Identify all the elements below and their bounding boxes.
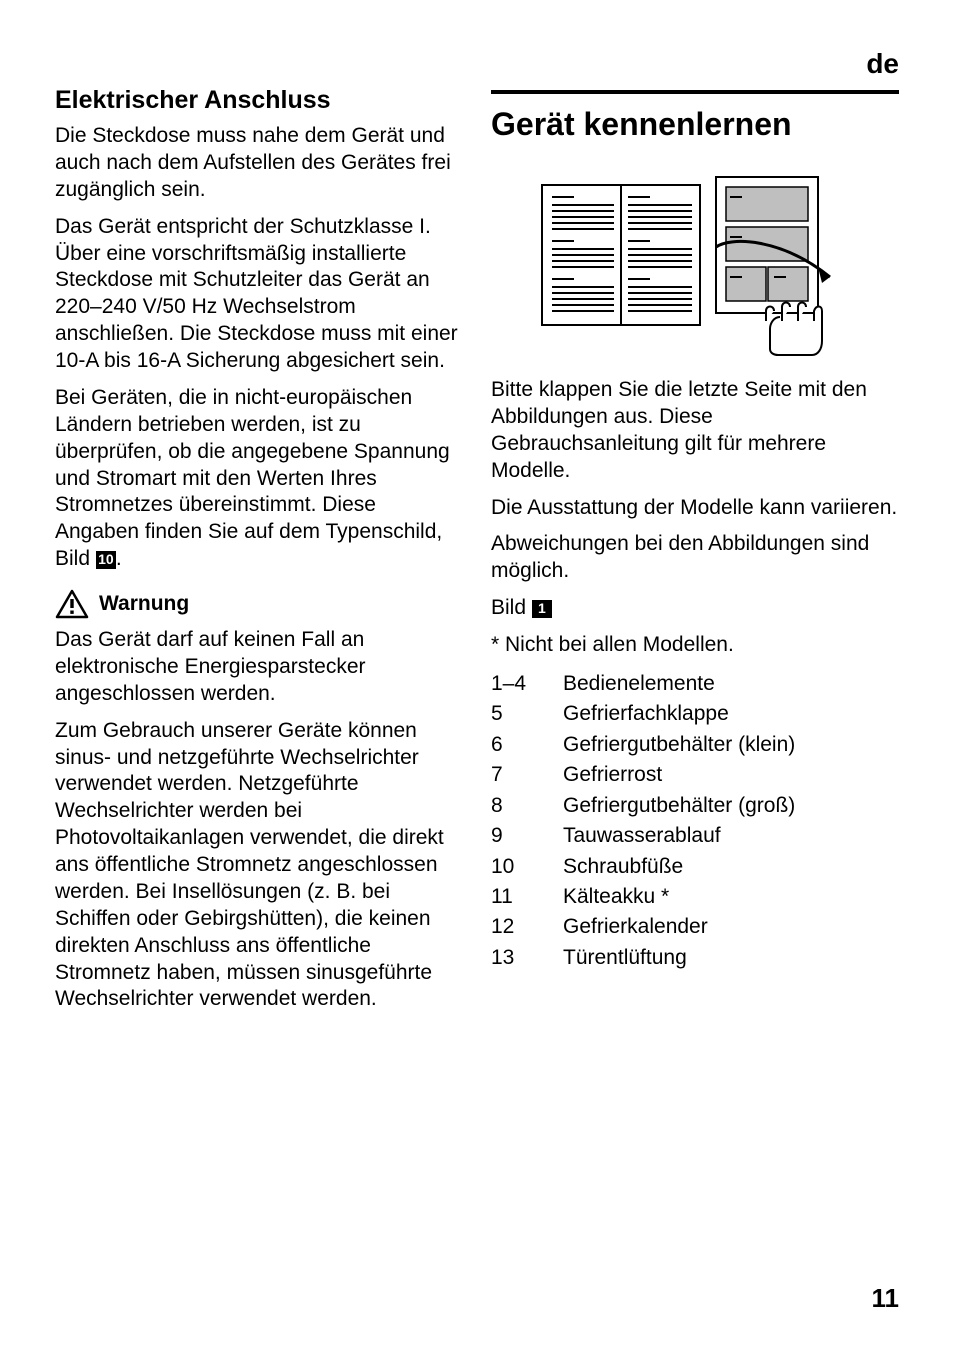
paragraph: Das Gerät darf auf keinen Fall an elektr…: [55, 627, 463, 708]
list-item-label: Türentlüftung: [563, 943, 899, 973]
list-item-number: 10: [491, 852, 563, 882]
heading-electrical-connection: Elektrischer Anschluss: [55, 86, 463, 115]
list-item-label: Gefrierrost: [563, 760, 899, 790]
list-item-label: Gefrierkalender: [563, 912, 899, 942]
text-run: .: [116, 547, 122, 570]
paragraph: Zum Gebrauch unserer Geräte können sinus…: [55, 718, 463, 1014]
list-item-label: Schraubfüße: [563, 852, 899, 882]
foldout-illustration: [491, 167, 899, 357]
list-item-number: 13: [491, 943, 563, 973]
list-item: 5 Gefrierfachklappe: [491, 699, 899, 729]
list-item-number: 5: [491, 699, 563, 729]
paragraph: Bei Geräten, die in nicht-europäischen L…: [55, 385, 463, 573]
two-column-layout: Elektrischer Anschluss Die Steckdose mus…: [55, 86, 899, 1023]
list-item: 9 Tauwasserablauf: [491, 821, 899, 851]
left-column: Elektrischer Anschluss Die Steckdose mus…: [55, 86, 463, 1023]
text-run: Bild: [491, 596, 532, 619]
warning-label: Warnung: [99, 592, 189, 616]
list-item-label: Gefrierfachklappe: [563, 699, 899, 729]
heading-know-device: Gerät kennenlernen: [491, 106, 899, 143]
list-item-number: 6: [491, 730, 563, 760]
paragraph: Das Gerät entspricht der Schutzklasse I.…: [55, 214, 463, 375]
list-item-label: Gefriergutbehälter (groß): [563, 791, 899, 821]
paragraph: Die Steckdose muss nahe dem Gerät und au…: [55, 123, 463, 204]
list-item-label: Gefriergutbehälter (klein): [563, 730, 899, 760]
list-item: 1–4 Bedienelemente: [491, 669, 899, 699]
list-item-number: 8: [491, 791, 563, 821]
section-rule: [491, 90, 899, 94]
right-column: Gerät kennenlernen: [491, 86, 899, 1023]
list-item-label: Tauwasserablauf: [563, 821, 899, 851]
foldout-booklet-icon: [530, 167, 860, 357]
list-item: 10 Schraubfüße: [491, 852, 899, 882]
language-tag: de: [866, 48, 899, 80]
page: de Elektrischer Anschluss Die Steckdose …: [0, 0, 954, 1354]
paragraph: Bitte klappen Sie die letzte Seite mit d…: [491, 377, 899, 485]
list-item-number: 11: [491, 882, 563, 912]
figure-ref-icon: 10: [96, 551, 116, 569]
list-item-number: 12: [491, 912, 563, 942]
figure-ref-icon: 1: [532, 600, 552, 618]
footnote: * Nicht bei allen Modellen.: [491, 632, 899, 659]
list-item: 8 Gefriergutbehälter (groß): [491, 791, 899, 821]
list-item: 7 Gefrierrost: [491, 760, 899, 790]
text-run: Bei Geräten, die in nicht-europäischen L…: [55, 386, 450, 570]
list-item: 11 Kälteakku *: [491, 882, 899, 912]
list-item: 13 Türentlüftung: [491, 943, 899, 973]
list-item: 12 Gefrierkalender: [491, 912, 899, 942]
list-item-label: Kälteakku *: [563, 882, 899, 912]
paragraph: Abweichungen bei den Abbildungen sind mö…: [491, 531, 899, 585]
page-number: 11: [872, 1283, 900, 1314]
parts-list: 1–4 Bedienelemente 5 Gefrierfachklappe 6…: [491, 669, 899, 973]
paragraph: Die Ausstattung der Modelle kann variier…: [491, 495, 899, 522]
list-item-number: 7: [491, 760, 563, 790]
list-item: 6 Gefriergutbehälter (klein): [491, 730, 899, 760]
list-item-number: 1–4: [491, 669, 563, 699]
list-item-label: Bedienelemente: [563, 669, 899, 699]
figure-reference-line: Bild 1: [491, 595, 899, 622]
warning-triangle-icon: [55, 589, 89, 619]
list-item-number: 9: [491, 821, 563, 851]
warning-heading: Warnung: [55, 589, 463, 619]
